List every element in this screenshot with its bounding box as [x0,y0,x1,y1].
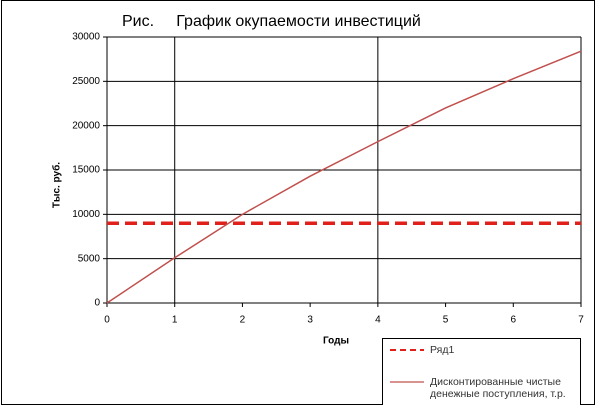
x-tick-label: 0 [104,315,110,326]
y-tick-label: 0 [94,298,100,309]
x-tick-label: 6 [511,315,517,326]
y-tick-label: 20000 [72,120,100,131]
series-line [106,50,582,304]
legend-label: Дисконтированные чистые денежные поступле… [430,376,566,400]
y-axis-label: Тыс. руб. [51,162,63,208]
y-tick-label: 5000 [78,253,101,264]
x-tick-label: 7 [578,315,584,326]
x-tick-label: 2 [240,315,246,326]
x-tick-label: 3 [307,315,313,326]
y-tick-label: 10000 [72,209,100,220]
x-tick-label: 1 [172,315,178,326]
x-axis-label: Годы [323,336,349,347]
y-tick-label: 25000 [72,76,100,87]
x-tick-label: 4 [375,315,381,326]
legend-label: Ряд1 [430,344,454,356]
y-tick-label: 15000 [72,165,100,176]
x-tick-label: 5 [443,315,449,326]
y-tick-label: 30000 [72,32,100,43]
chart-title: Рис. График окупаемости инвестиций [122,13,421,30]
